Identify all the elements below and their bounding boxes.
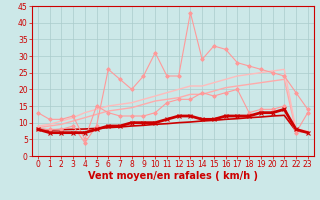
X-axis label: Vent moyen/en rafales ( km/h ): Vent moyen/en rafales ( km/h ) [88, 171, 258, 181]
